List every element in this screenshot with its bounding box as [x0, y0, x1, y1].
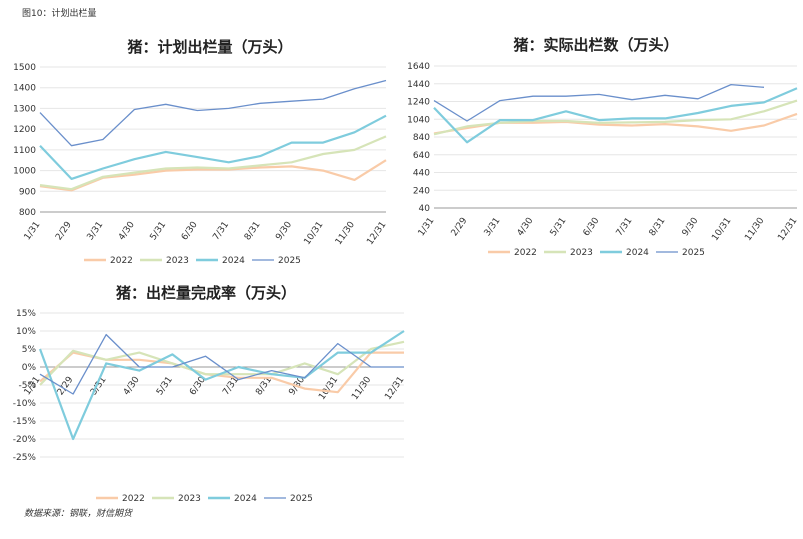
source-note: 数据来源：钢联，财信期货 [24, 509, 133, 519]
legend-label-2022: 2022 [110, 256, 133, 266]
x-tick-label: 5/31 [148, 220, 168, 242]
x-tick-label: 4/30 [122, 375, 142, 398]
figure-label: 图10：计划出栏量 [22, 9, 97, 19]
y-tick-label: 640 [413, 151, 430, 161]
legend-label-2023: 2023 [570, 248, 593, 258]
x-tick-label: 10/31 [302, 220, 325, 247]
legend-label-2023: 2023 [166, 256, 189, 266]
legend-label-2025: 2025 [278, 256, 301, 266]
y-tick-label: 900 [19, 187, 36, 197]
y-tick-label: 1040 [407, 115, 430, 125]
chart-2: 猪：实际出栏数（万头） 40 240 440 640 840 1040 1240 1440 164… [407, 36, 799, 258]
x-tick-label: 5/31 [155, 375, 175, 397]
x-tick-label: 9/30 [274, 220, 294, 243]
series-line-2023 [39, 135, 387, 191]
series-line-2022 [39, 159, 387, 192]
y-tick-label: 800 [19, 208, 36, 218]
y-tick-label: 840 [413, 133, 430, 143]
x-tick-label: 6/30 [582, 216, 602, 239]
y-tick-label: 40 [419, 204, 431, 214]
y-tick-label: 10% [16, 327, 36, 337]
y-tick-label: 1440 [407, 80, 430, 90]
y-tick-label: 240 [413, 186, 430, 196]
chart-1: 猪：计划出栏量（万头） 800 900 1000 1100 1200 1300 1400 150… [13, 38, 388, 266]
x-tick-label: 10/31 [710, 216, 733, 243]
y-tick-label: -5% [18, 381, 36, 391]
x-tick-label: 11/30 [743, 216, 766, 243]
series-line-2025 [39, 333, 404, 395]
x-tick-label: 2/29 [54, 220, 74, 243]
series-line-2024 [433, 87, 798, 144]
x-tick-label: 2/29 [450, 216, 470, 239]
x-tick-label: 12/31 [776, 216, 799, 243]
y-tick-label: 1100 [13, 146, 36, 156]
x-tick-label: 7/31 [615, 216, 635, 238]
y-tick-label: -25% [13, 453, 37, 463]
y-tick-label: 1400 [13, 84, 36, 94]
legend-label-2025: 2025 [290, 494, 313, 504]
x-tick-label: 11/30 [334, 220, 357, 247]
x-tick-label: 3/31 [86, 220, 106, 242]
legend-label-2022: 2022 [514, 248, 537, 258]
x-tick-label: 4/30 [516, 216, 536, 239]
y-tick-label: -10% [13, 399, 37, 409]
x-tick-label: 10/31 [317, 375, 340, 402]
y-tick-label: -15% [13, 417, 37, 427]
series-line-2025 [39, 79, 387, 147]
x-tick-label: 8/31 [243, 220, 263, 242]
y-tick-label: 1640 [407, 62, 430, 72]
legend-label-2024: 2024 [626, 248, 649, 258]
x-tick-label: 5/31 [549, 216, 569, 238]
x-tick-label: 7/31 [211, 220, 231, 242]
chart-title: 猪：实际出栏数（万头） [512, 36, 678, 54]
chart-3: 猪：出栏量完成率（万头） -25% -20% -15% -10% -5% 0% 5% 10% 15… [13, 284, 407, 504]
chart-title: 猪：出栏量完成率（万头） [115, 284, 296, 302]
series-line-2024 [38, 330, 405, 441]
x-tick-label: 4/30 [117, 220, 137, 243]
x-tick-label: 3/31 [483, 216, 503, 238]
y-tick-label: -20% [13, 435, 37, 445]
legend-label-2022: 2022 [122, 494, 145, 504]
y-tick-label: 1000 [13, 167, 36, 177]
legend-label-2024: 2024 [222, 256, 245, 266]
legend-label-2025: 2025 [682, 248, 705, 258]
x-tick-label: 11/30 [350, 375, 373, 402]
y-tick-label: 5% [22, 345, 37, 355]
y-tick-label: 440 [413, 169, 430, 179]
y-tick-label: 1300 [13, 104, 36, 114]
y-tick-label: 15% [16, 309, 36, 319]
series-line-2025 [433, 83, 765, 122]
x-tick-label: 1/31 [417, 216, 437, 238]
x-tick-label: 1/31 [23, 220, 43, 242]
x-tick-label: 9/30 [681, 216, 701, 239]
series-line-2024 [39, 114, 387, 180]
x-tick-label: 12/31 [365, 220, 388, 247]
y-tick-label: 1200 [13, 125, 36, 135]
legend-label-2024: 2024 [234, 494, 257, 504]
y-tick-label: 1500 [13, 63, 36, 73]
legend-label-2023: 2023 [178, 494, 201, 504]
x-tick-label: 6/30 [180, 220, 200, 243]
x-tick-label: 12/31 [383, 375, 406, 402]
x-tick-label: 1/31 [23, 375, 43, 397]
y-tick-label: 1240 [407, 98, 430, 108]
chart-title: 猪：计划出栏量（万头） [126, 38, 292, 56]
x-tick-label: 8/31 [648, 216, 668, 238]
y-tick-label: 0% [22, 363, 37, 373]
